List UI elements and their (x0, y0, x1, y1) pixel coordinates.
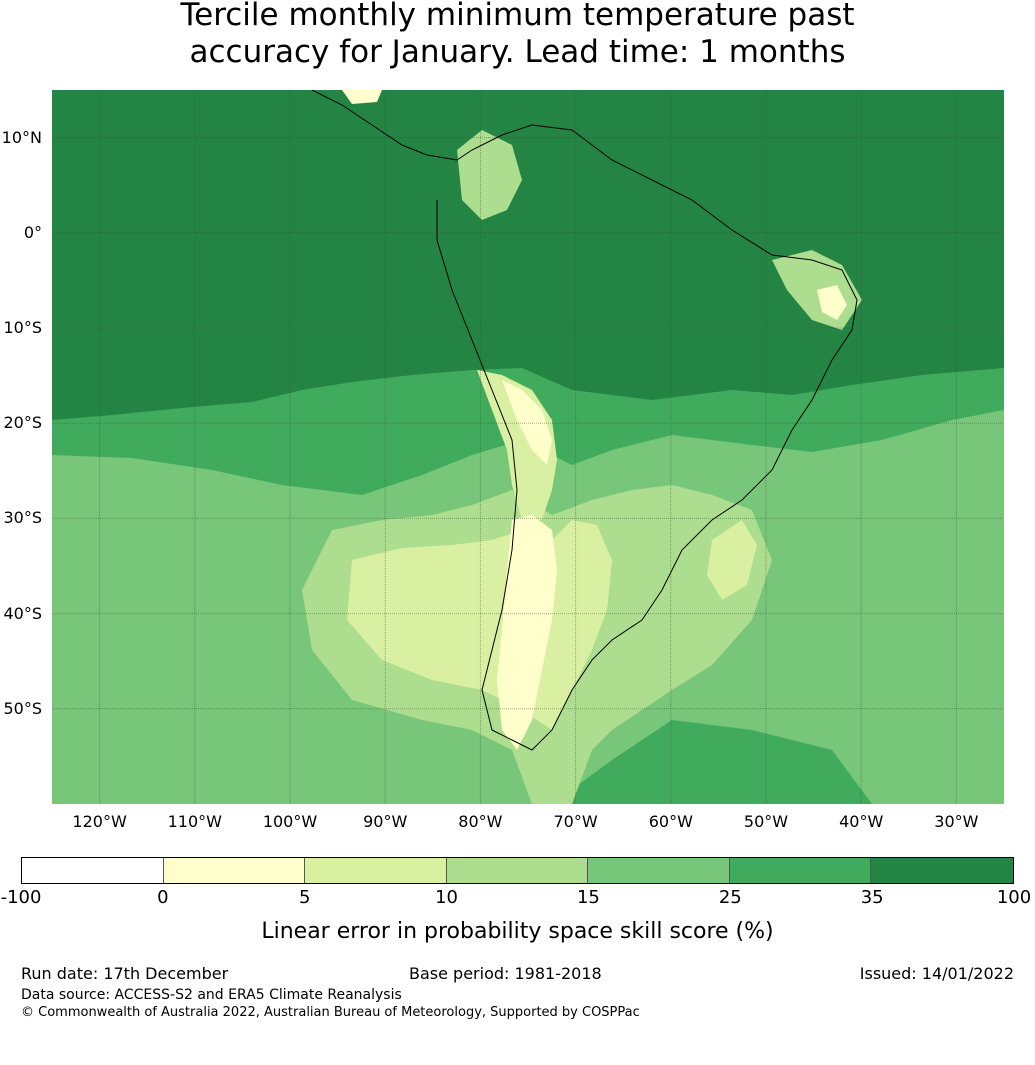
longitude-label: 100°W (262, 812, 318, 831)
colorbar-segment (446, 858, 589, 883)
latitude-label: 40°S (3, 603, 42, 623)
colorbar-tick-label: 25 (718, 887, 742, 908)
band-0-5-andes (502, 380, 552, 465)
copyright: © Commonwealth of Australia 2022, Austra… (21, 1005, 640, 1020)
map-title-line-1: Tercile monthly minimum temperature past (180, 0, 855, 33)
longitude-label: 40°W (839, 812, 884, 831)
colorbar-tick-label: 100 (996, 887, 1032, 908)
longitude-label: 120°W (72, 812, 127, 831)
colorbar-segment (588, 858, 730, 883)
longitude-label: 30°W (934, 812, 979, 831)
skill-bands (52, 90, 1004, 804)
colorbar-segment (729, 858, 872, 883)
colorbar-tick-label: 0 (157, 887, 169, 908)
central-america-coastline (311, 90, 458, 161)
latitude-label: 10°N (1, 127, 42, 147)
longitude-label: 70°W (553, 812, 598, 831)
colorbar-segment (22, 858, 164, 883)
latitude-label: 20°S (3, 413, 42, 433)
south-america-coastline (436, 124, 858, 751)
longitude-label: 90°W (363, 812, 408, 831)
skill-score-map (52, 90, 1004, 804)
longitude-label: 110°W (167, 812, 222, 831)
issued-date: Issued: 14/01/2022 (859, 964, 1014, 983)
colorbar-tick-label: 35 (860, 887, 884, 908)
band-0-5 (497, 515, 557, 750)
coastline (311, 90, 858, 751)
colorbar-segment (305, 858, 447, 883)
band-0-5-central-america (342, 90, 382, 104)
colorbar-tick-label: 15 (576, 887, 600, 908)
colorbar (21, 857, 1014, 884)
base-period: Base period: 1981-2018 (409, 964, 602, 983)
colorbar-segment (163, 858, 306, 883)
colorbar-tick-label: 5 (298, 887, 311, 908)
longitude-label: 50°W (743, 812, 789, 831)
longitude-label: 80°W (458, 812, 503, 831)
graticule (52, 90, 1004, 804)
longitude-label: 60°W (648, 812, 693, 831)
map-panel[interactable] (52, 90, 1004, 804)
run-date: Run date: 17th December (21, 964, 229, 983)
band-5-10-east (707, 520, 757, 600)
map-title-line-2: accuracy for January. Lead time: 1 month… (189, 34, 846, 70)
latitude-label: 30°S (3, 508, 42, 528)
latitude-label: 10°S (3, 318, 42, 337)
colorbar-label: Linear error in probability space skill … (261, 919, 774, 944)
colorbar-tick-label: -100 (0, 887, 42, 908)
latitude-label: 0° (23, 222, 42, 242)
band-10-15-highlands-north (457, 130, 522, 220)
colorbar-segment (871, 858, 1014, 883)
latitude-label: 50°S (3, 698, 42, 718)
colorbar-tick-label: 10 (435, 887, 459, 908)
band-0-5-northeast (817, 285, 847, 320)
data-source: Data source: ACCESS-S2 and ERA5 Climate … (21, 987, 402, 1003)
